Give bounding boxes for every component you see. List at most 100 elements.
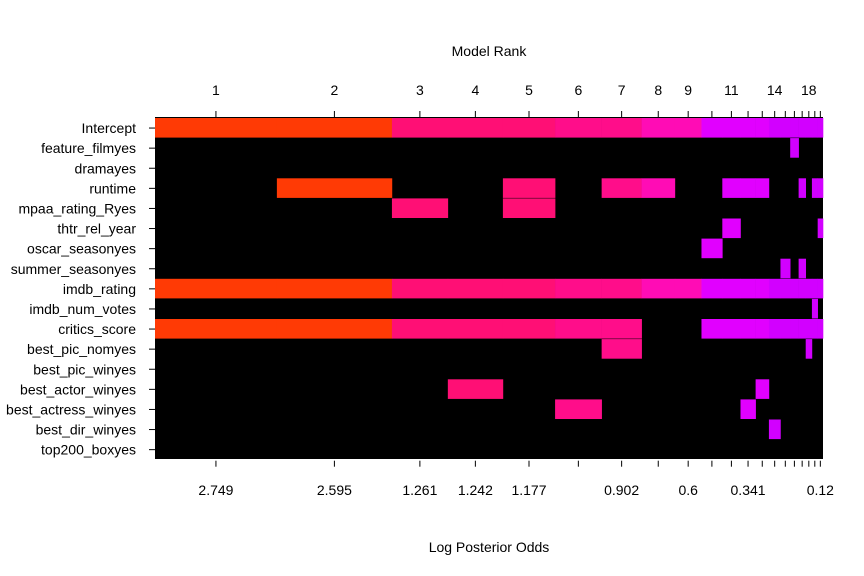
heatmap-cell	[155, 278, 278, 299]
variable-label: top200_boxyes	[41, 442, 136, 458]
heatmap-cell	[817, 118, 824, 138]
heatmap-cells	[155, 118, 824, 440]
heatmap-cell	[780, 118, 791, 138]
heatmap-cell	[798, 178, 807, 198]
heatmap-cell	[805, 339, 813, 359]
odds-tick-label: 0.6	[678, 482, 698, 498]
rank-tick-label: 2	[331, 82, 339, 98]
heatmap-cell	[276, 319, 393, 339]
rank-tick-label: 4	[471, 82, 479, 98]
heatmap-cell	[798, 258, 807, 279]
variable-label: feature_filmyes	[41, 140, 136, 156]
bottom-axis-title: Log Posterior Odds	[429, 539, 550, 555]
heatmap-cell	[811, 298, 818, 319]
heatmap-cell	[155, 118, 278, 138]
rank-tick-label: 5	[525, 82, 533, 98]
variable-label: Intercept	[82, 120, 137, 136]
heatmap-cell	[391, 319, 449, 339]
heatmap-cell	[798, 319, 807, 339]
heatmap-cell	[391, 278, 449, 299]
heatmap-cell	[391, 118, 449, 138]
heatmap-cell	[502, 178, 556, 198]
heatmap-cell	[601, 178, 642, 198]
heatmap-cell	[555, 319, 602, 339]
heatmap-cell	[601, 118, 642, 138]
heatmap-cell	[780, 319, 791, 339]
heatmap-cell	[276, 178, 393, 198]
rank-tick-label: 18	[801, 82, 817, 98]
rank-tick-label: 1	[212, 82, 220, 98]
heatmap-cell	[740, 278, 756, 299]
heatmap-cell	[780, 278, 791, 299]
heatmap-cell	[722, 118, 741, 138]
variable-label: mpaa_rating_Ryes	[18, 200, 136, 216]
variable-label: imdb_rating	[63, 281, 136, 297]
odds-tick-label: 1.261	[402, 482, 437, 498]
heatmap-cell	[722, 218, 741, 239]
heatmap-cell	[641, 278, 676, 299]
heatmap-cell	[155, 319, 278, 339]
heatmap-cell	[790, 138, 799, 158]
heatmap-cell	[447, 278, 504, 299]
heatmap-cell	[502, 198, 556, 218]
heatmap-cell	[601, 339, 642, 359]
heatmap-cell	[555, 118, 602, 138]
variable-label: best_pic_nomyes	[27, 341, 136, 357]
heatmap-cell	[722, 278, 741, 299]
heatmap-cell	[502, 118, 556, 138]
heatmap-cell	[817, 178, 824, 198]
top-axis-ticks: 1 2 3 4 5 6 7 8 9 11 14 18	[212, 82, 821, 117]
heatmap-cell	[502, 278, 556, 299]
heatmap-cell	[601, 319, 642, 339]
heatmap-cell	[817, 319, 824, 339]
rank-tick-label: 7	[618, 82, 626, 98]
heatmap-cell	[768, 319, 781, 339]
heatmap-cell	[755, 118, 770, 138]
heatmap-cell	[805, 118, 813, 138]
variable-label: best_actress_winyes	[6, 401, 136, 417]
heatmap-cell	[817, 218, 824, 239]
heatmap-cell	[701, 118, 723, 138]
odds-tick-label: 2.595	[317, 482, 352, 498]
odds-tick-label: 1.242	[458, 482, 493, 498]
heatmap-cell	[768, 118, 781, 138]
heatmap-cell	[811, 118, 818, 138]
heatmap-cell	[755, 178, 770, 198]
variable-label: oscar_seasonyes	[27, 241, 136, 257]
heatmap-cell	[740, 319, 756, 339]
heatmap-cell	[701, 238, 723, 259]
heatmap-cell	[798, 118, 807, 138]
heatmap-cell	[276, 118, 393, 138]
heatmap-cell	[780, 258, 791, 279]
rank-tick-label: 6	[574, 82, 582, 98]
rank-tick-label: 14	[767, 82, 783, 98]
variable-label: best_actor_winyes	[20, 381, 136, 397]
heatmap-cell	[601, 278, 642, 299]
heatmap-cell	[555, 278, 602, 299]
odds-tick-label: 0.902	[604, 482, 639, 498]
heatmap-cell	[805, 278, 813, 299]
rank-tick-label: 11	[724, 82, 739, 98]
heatmap-cell	[798, 278, 807, 299]
heatmap-cell	[805, 319, 813, 339]
variable-label: best_pic_winyes	[33, 361, 136, 377]
odds-tick-label: 1.177	[511, 482, 546, 498]
variable-label: critics_score	[58, 321, 136, 337]
bottom-axis-ticks: 2.749 2.595 1.261 1.242 1.177 0.902 0.6 0.341 0.…	[198, 460, 834, 498]
rank-tick-label: 8	[654, 82, 662, 98]
heatmap-cell	[641, 178, 676, 198]
heatmap-cell	[768, 278, 781, 299]
heatmap-cell	[811, 278, 818, 299]
heatmap-cell	[722, 319, 741, 339]
heatmap-cell	[674, 118, 702, 138]
variable-label: summer_seasonyes	[11, 261, 136, 277]
heatmap-cell	[790, 319, 799, 339]
variable-label: thtr_rel_year	[57, 221, 136, 237]
heatmap-cell	[447, 118, 504, 138]
heatmap-cell	[722, 178, 741, 198]
heatmap-cell	[740, 118, 756, 138]
heatmap-cell	[502, 319, 556, 339]
heatmap-cell	[755, 278, 770, 299]
heatmap-cell	[817, 278, 824, 299]
